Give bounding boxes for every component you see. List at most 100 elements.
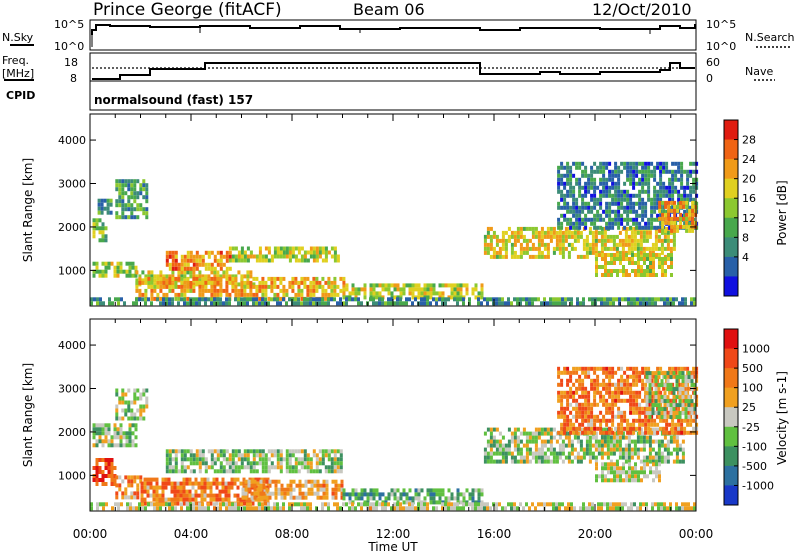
data-cell xyxy=(288,457,292,462)
data-cell xyxy=(617,430,621,435)
data-cell xyxy=(629,225,633,230)
data-cell xyxy=(136,495,140,500)
data-cell xyxy=(638,378,642,383)
data-cell xyxy=(641,197,645,202)
data-cell xyxy=(610,253,613,257)
data-cell xyxy=(203,489,207,494)
data-cell xyxy=(303,254,307,259)
data-cell xyxy=(640,269,643,273)
data-cell xyxy=(139,207,143,212)
data-cell xyxy=(626,213,630,218)
data-cell xyxy=(652,470,655,475)
data-cell xyxy=(218,481,222,486)
data-cell xyxy=(606,502,609,507)
data-cell xyxy=(117,297,120,302)
velocity-region-0 xyxy=(92,423,138,448)
data-cell xyxy=(194,501,198,506)
data-cell xyxy=(120,297,123,302)
data-cell xyxy=(498,451,502,456)
data-cell xyxy=(650,414,654,419)
cpid-program: normalsound (fast) 157 xyxy=(94,93,253,107)
data-cell xyxy=(127,408,131,413)
data-cell xyxy=(665,414,669,419)
data-cell xyxy=(611,181,615,186)
data-cell xyxy=(121,396,125,401)
data-cell xyxy=(101,443,105,448)
data-cell xyxy=(528,297,531,302)
data-cell xyxy=(566,217,570,222)
data-cell xyxy=(639,447,643,452)
data-cell xyxy=(103,198,107,203)
noise-panel: N.Sky 10^5 10^0 10^5 10^0 N.Search xyxy=(2,18,795,53)
data-cell xyxy=(165,250,169,255)
data-cell xyxy=(676,228,680,233)
data-cell xyxy=(246,246,250,251)
data-cell xyxy=(617,414,621,419)
data-cell xyxy=(222,453,226,458)
data-cell xyxy=(519,230,523,235)
data-cell xyxy=(604,474,607,479)
data-cell xyxy=(643,273,646,277)
data-cell xyxy=(140,485,144,490)
data-cell xyxy=(222,254,226,259)
data-cell xyxy=(165,502,168,507)
data-cell xyxy=(444,301,447,306)
data-cell xyxy=(101,230,105,235)
data-cell xyxy=(231,284,235,289)
data-cell xyxy=(133,187,137,192)
data-cell xyxy=(207,465,211,470)
data-cell xyxy=(678,403,682,408)
data-cell xyxy=(680,169,684,174)
data-cell xyxy=(614,426,618,431)
data-cell xyxy=(579,427,583,432)
velocity-region-7 xyxy=(342,488,484,505)
data-cell xyxy=(124,183,128,188)
data-cell xyxy=(662,165,666,170)
data-cell xyxy=(665,165,669,170)
data-cell xyxy=(225,301,228,306)
data-cell xyxy=(354,291,358,296)
data-cell xyxy=(686,386,690,391)
data-cell xyxy=(560,189,564,194)
data-cell xyxy=(677,378,681,383)
data-cell xyxy=(498,254,502,259)
data-cell xyxy=(683,169,687,174)
data-cell xyxy=(144,288,148,293)
data-cell xyxy=(531,297,534,302)
data-cell xyxy=(288,284,292,289)
data-cell xyxy=(578,205,582,210)
data-cell xyxy=(560,221,564,226)
data-cell xyxy=(689,185,693,190)
data-cell xyxy=(237,449,241,454)
data-cell xyxy=(570,301,573,306)
data-cell xyxy=(182,493,186,498)
data-cell xyxy=(587,394,591,399)
data-cell xyxy=(414,297,417,302)
data-cell xyxy=(107,443,111,448)
data-cell xyxy=(672,387,676,392)
data-cell xyxy=(390,492,394,497)
data-cell xyxy=(153,284,157,289)
data-cell xyxy=(489,431,493,436)
data-cell xyxy=(216,301,219,306)
data-cell xyxy=(632,366,636,371)
data-cell xyxy=(557,410,561,415)
data-cell xyxy=(450,492,454,497)
data-cell xyxy=(183,254,187,259)
data-cell xyxy=(687,399,691,404)
data-cell xyxy=(549,435,553,440)
power-data-marks xyxy=(90,161,699,306)
data-cell xyxy=(198,280,202,285)
data-cell xyxy=(668,181,672,186)
data-cell xyxy=(402,287,406,292)
data-cell xyxy=(531,502,534,507)
data-cell xyxy=(234,274,238,279)
data-cell xyxy=(387,283,391,288)
data-cell xyxy=(666,238,670,243)
data-cell xyxy=(104,474,108,478)
data-cell xyxy=(136,483,140,488)
data-cell xyxy=(644,201,648,206)
data-cell xyxy=(246,449,250,454)
data-cell xyxy=(519,297,522,302)
